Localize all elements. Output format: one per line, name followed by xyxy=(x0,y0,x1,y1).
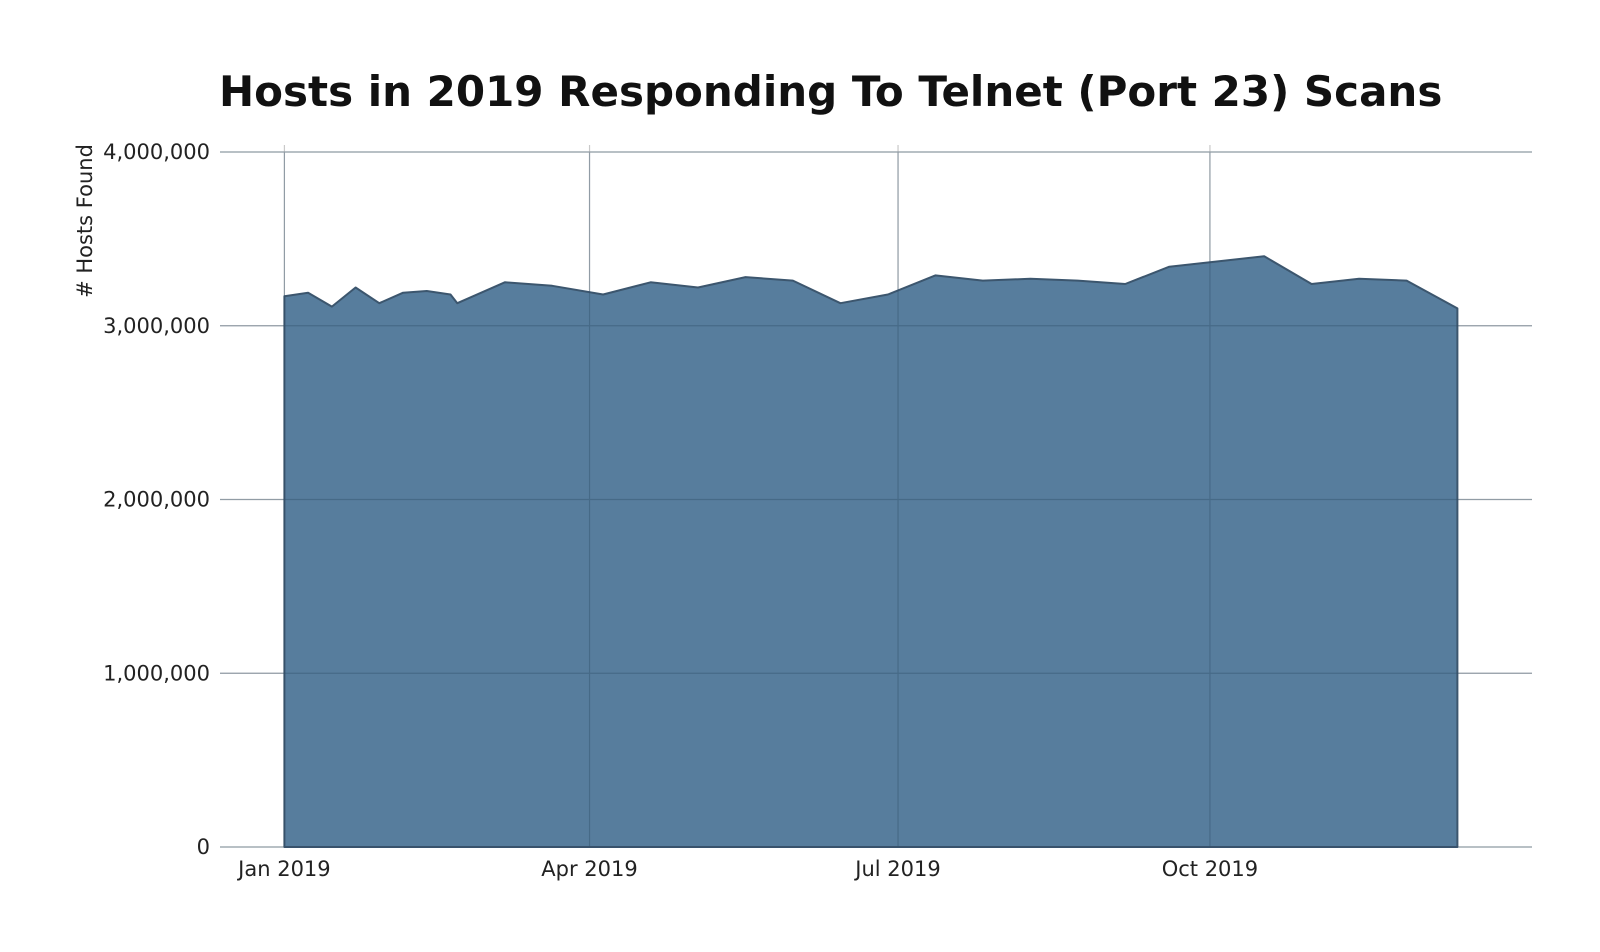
x-tick-label: Apr 2019 xyxy=(541,857,637,881)
area-series xyxy=(283,255,1459,848)
chart-title: Hosts in 2019 Responding To Telnet (Port… xyxy=(219,67,1442,116)
y-tick-label: 4,000,000 xyxy=(103,140,210,164)
y-tick-label: 1,000,000 xyxy=(103,661,210,685)
y-tick-label: 0 xyxy=(197,835,210,859)
x-tick-label: Jan 2019 xyxy=(236,857,331,881)
y-tick-label: 2,000,000 xyxy=(103,488,210,512)
x-axis: Jan 2019 Apr 2019 Jul 2019 Oct 2019 xyxy=(236,857,1258,881)
y-tick-label: 3,000,000 xyxy=(103,314,210,338)
x-tick-label: Oct 2019 xyxy=(1162,857,1258,881)
grid-overlay xyxy=(220,151,1532,848)
y-axis-title: # Hosts Found xyxy=(73,144,97,298)
y-axis: 0 1,000,000 2,000,000 3,000,000 4,000,000 xyxy=(103,140,210,859)
x-tick-label: Jul 2019 xyxy=(853,857,940,881)
plot-area xyxy=(220,151,1532,848)
